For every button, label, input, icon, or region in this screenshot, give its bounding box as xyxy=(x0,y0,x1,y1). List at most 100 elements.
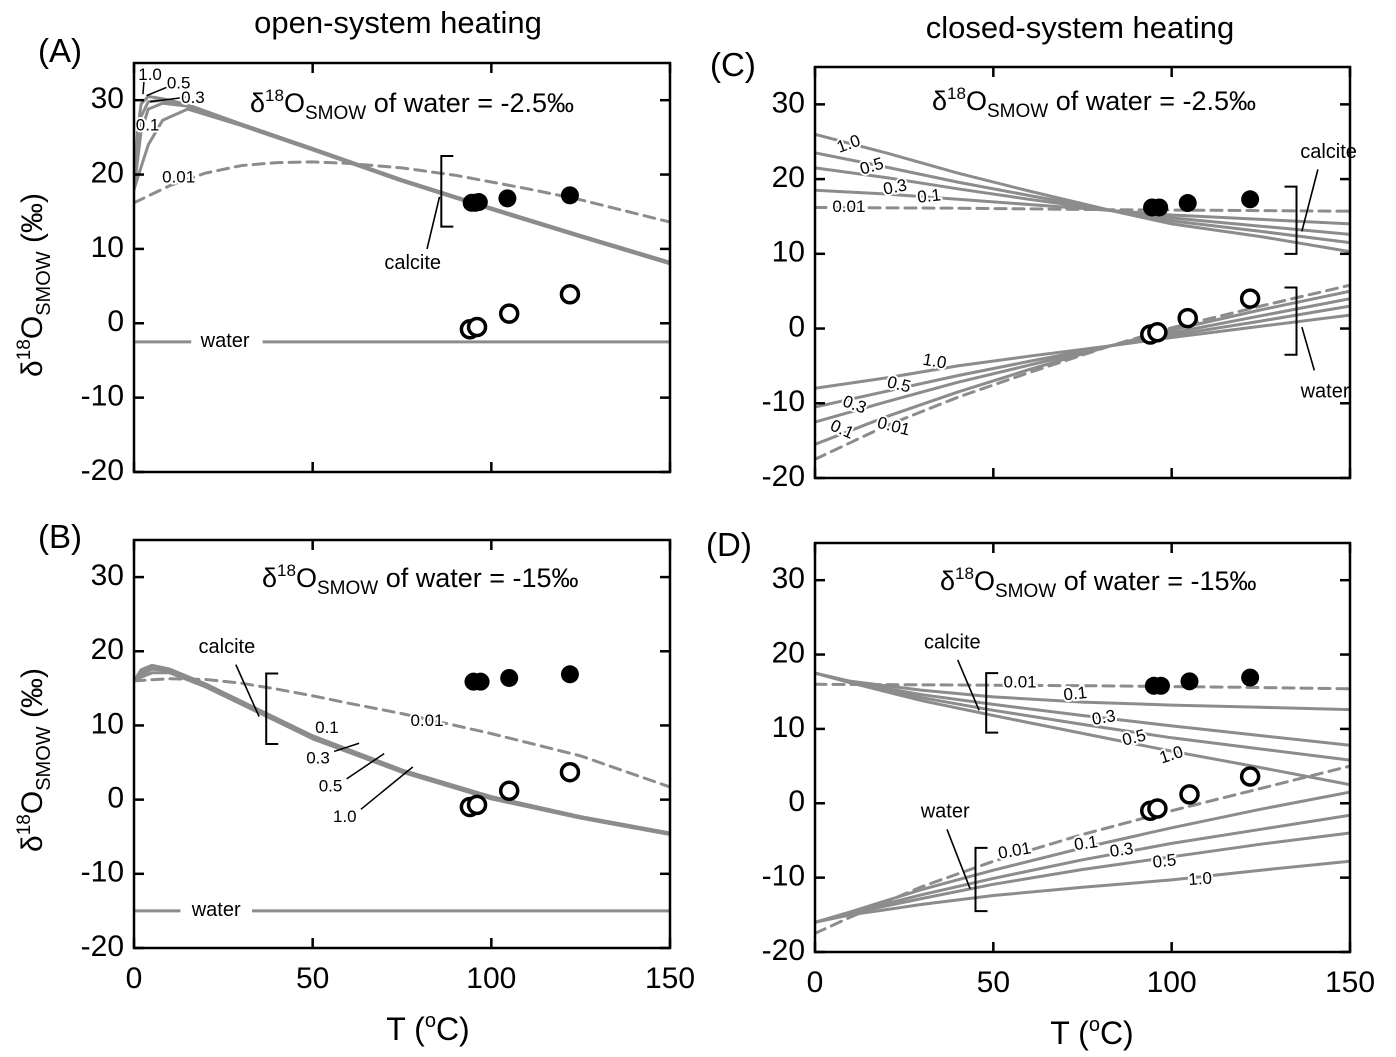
y-tick-label: 20 xyxy=(91,633,124,666)
data-point-filled xyxy=(560,665,579,684)
series-line-0_01-4 xyxy=(815,206,1350,213)
series-label-0: 0.01 xyxy=(1004,672,1037,691)
data-point-filled xyxy=(1180,672,1199,691)
y-tick-label: 30 xyxy=(91,559,124,592)
label-leader-2 xyxy=(346,753,385,780)
panel-label: (C) xyxy=(710,46,756,83)
series-label-5: 1.0 xyxy=(921,350,948,373)
series-label-5: water xyxy=(191,899,241,921)
series-line-0_5-1 xyxy=(815,151,1350,245)
series-line-0_1-3 xyxy=(815,671,1350,712)
series-label-5: water xyxy=(200,330,250,352)
series-label-4: 0.01 xyxy=(832,197,865,216)
x-tick-label: 0 xyxy=(807,966,824,999)
data-point-open xyxy=(1239,288,1261,309)
series-label-1: 0.1 xyxy=(1063,683,1088,704)
y-tick-label: 10 xyxy=(91,707,124,740)
y-tick-label: 10 xyxy=(772,711,805,744)
series-line-0_1-3 xyxy=(134,107,670,266)
plot-area xyxy=(134,95,670,344)
y-tick-label: 30 xyxy=(772,86,805,119)
series-line-0_01-4 xyxy=(134,677,670,789)
series-label-4: 0.01 xyxy=(162,168,195,187)
plot-area xyxy=(815,132,1350,461)
bracket-label-water: water xyxy=(1300,380,1350,402)
y-tick-label: -20 xyxy=(762,934,805,967)
x-tick-label: 150 xyxy=(1325,966,1375,999)
label-leader-1 xyxy=(333,742,360,753)
bracket-calcite-0 xyxy=(1284,185,1298,255)
panel-c: 1.00.50.3 0.10.011.00.50.30.1 0.01calcitew… xyxy=(710,46,1357,493)
series-label-2: 0.3 xyxy=(181,88,205,107)
data-point-filled xyxy=(1150,198,1169,217)
series-label-1: 0.5 xyxy=(167,73,191,92)
data-point-filled xyxy=(1241,668,1260,687)
series-line-0_01-9 xyxy=(815,764,1350,935)
data-point-open xyxy=(559,761,581,783)
bracket-label-calcite: calcite xyxy=(924,632,981,654)
bracket-water-1 xyxy=(974,846,988,913)
panel-label: (B) xyxy=(38,518,82,555)
data-point-open xyxy=(1147,322,1168,343)
y-tick-label: 30 xyxy=(91,82,124,115)
y-tick-label: 0 xyxy=(788,785,805,818)
y-tick-label: 10 xyxy=(772,236,805,269)
data-point-filled xyxy=(469,193,488,212)
data-point-filled xyxy=(1151,676,1170,695)
x-tick-label: 0 xyxy=(126,962,143,995)
series-label-2: 0.3 xyxy=(1090,706,1117,729)
y-tick-label: 30 xyxy=(772,562,805,595)
series-label-0: 1.0 xyxy=(138,65,162,84)
x-tick-label: 150 xyxy=(645,962,695,995)
y-tick-label: 0 xyxy=(788,310,805,343)
axes-frame xyxy=(132,61,672,474)
series-line-0_1-3 xyxy=(815,188,1350,226)
label-leader-2 xyxy=(149,96,186,103)
bracket-label-calcite: calcite xyxy=(1300,141,1357,163)
label-leader-3 xyxy=(360,766,414,810)
column-title-open: open-system heating xyxy=(254,5,542,40)
axes-frame xyxy=(813,65,1352,480)
label-gap-5 xyxy=(180,902,252,919)
y-tick-label: -10 xyxy=(762,385,805,418)
data-point-open xyxy=(466,794,488,816)
series-line-0_3-2 xyxy=(815,166,1350,236)
series-line-0_01-9 xyxy=(815,283,1350,461)
series-label-3: 1.0 xyxy=(333,807,357,826)
data-point-filled xyxy=(1241,190,1260,209)
data-point-filled xyxy=(560,186,579,205)
water-note: δ18OSMOW of water = -15‰ xyxy=(940,564,1257,602)
y-tick-label: -20 xyxy=(81,454,124,487)
x-tick-label: 100 xyxy=(466,962,516,995)
data-point-filled xyxy=(1178,194,1197,213)
panel-label: (D) xyxy=(706,526,752,563)
series-label-7: 0.3 xyxy=(1109,839,1135,861)
y-tick-label: 20 xyxy=(772,636,805,669)
x-axis-title-left: T (oC) xyxy=(386,1010,469,1047)
panels: 1.0 0.50.30.10.01watercalcite3020100-10-2… xyxy=(38,32,1375,999)
series-label-0: 0.1 xyxy=(315,718,339,737)
panel-d: 0.010.10.30.51.00.01 0.1 0.30.51.0calcitew… xyxy=(706,526,1375,999)
series-label-3: 0.1 xyxy=(136,116,160,135)
label-leader-0 xyxy=(142,80,145,95)
panel-a: 1.0 0.50.3 0.1 0.01 water calcite 30 20 10 0 -10 -2… xyxy=(38,32,672,487)
column-title-closed: closed-system heating xyxy=(926,10,1234,45)
bracket-label-calcite: calcite xyxy=(199,636,256,658)
water-note: δ18OSMOW of water = -2.5‰ xyxy=(250,86,574,124)
data-point-open xyxy=(498,780,520,801)
series-line-0_1-3 xyxy=(134,671,670,836)
bracket-pointer-0 xyxy=(956,659,980,711)
y-tick-label: -10 xyxy=(762,860,805,893)
bracket-pointer-0 xyxy=(235,664,260,717)
y-axis-title-top: δ18OSMOW (‰) xyxy=(14,193,55,377)
series-label-2: 0.5 xyxy=(319,777,343,796)
series-line-1_0-5 xyxy=(815,859,1350,924)
label-gap-5 xyxy=(191,333,263,350)
series-line-0_3-2 xyxy=(134,667,670,836)
axes-frame xyxy=(132,538,672,950)
bracket-pointer-0 xyxy=(426,196,441,250)
series-line-0_1-8 xyxy=(815,790,1350,924)
series-line-1_0-0 xyxy=(815,132,1350,254)
